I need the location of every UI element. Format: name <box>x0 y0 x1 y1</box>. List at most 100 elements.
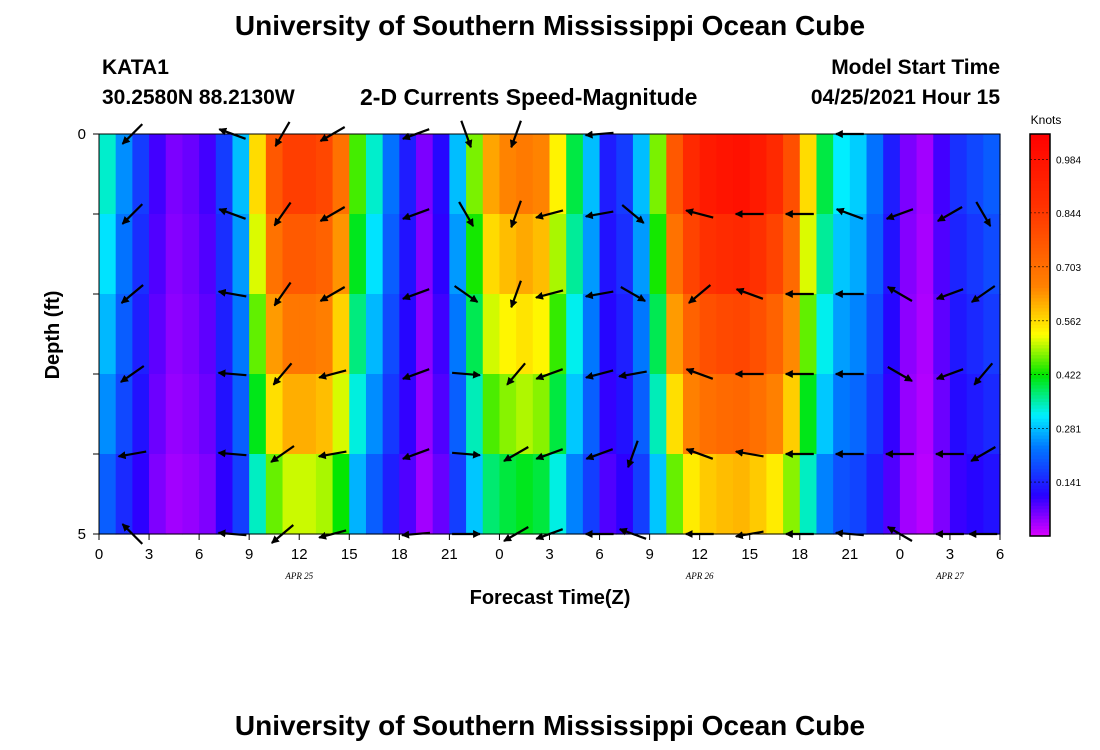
heatmap-cell <box>949 214 968 295</box>
colorbar-unit: Knots <box>1031 113 1062 127</box>
date-label: APR 26 <box>685 571 714 581</box>
heatmap-cell <box>282 214 300 295</box>
heatmap-cell <box>115 134 133 215</box>
current-vector-arrow <box>685 367 714 380</box>
colorbar-segment <box>1030 247 1050 252</box>
heatmap-cell <box>833 214 851 295</box>
x-tick-label: 12 <box>691 546 708 563</box>
y-tick-label: 5 <box>78 526 86 543</box>
colorbar-segment <box>1030 482 1050 487</box>
colorbar-segment <box>1030 271 1050 276</box>
date-label: APR 25 <box>284 571 313 581</box>
heatmap-cell <box>716 374 734 455</box>
heatmap-cell <box>699 134 717 215</box>
heatmap-cell <box>632 134 651 215</box>
current-vector-arrow <box>319 286 346 302</box>
heatmap-cell <box>566 374 584 455</box>
heatmap-cell <box>933 294 951 375</box>
colorbar-segment <box>1030 341 1050 346</box>
x-tick-label: 21 <box>841 546 858 563</box>
heatmap-cell <box>783 454 801 535</box>
colorbar-segment <box>1030 180 1050 185</box>
heatmap-cell <box>899 294 918 375</box>
station-id: KATA1 <box>102 56 169 79</box>
current-vector-arrow <box>503 446 529 462</box>
heatmap-cell <box>232 374 250 455</box>
colorbar-segment <box>1030 522 1050 527</box>
x-tick-label: 18 <box>791 546 808 563</box>
heatmap-cell <box>616 214 634 295</box>
heatmap-cell <box>866 374 884 455</box>
current-vector-arrow <box>458 201 475 227</box>
heatmap-cell <box>816 294 834 375</box>
colorbar-segment <box>1030 338 1050 343</box>
colorbar-segment <box>1030 187 1050 192</box>
heatmap-cell <box>399 294 417 375</box>
colorbar-segment <box>1030 177 1050 182</box>
axes: 0 3 6 9 12 15 18 21 0 3 6 9 12 15 18 21 0 3 6 APR 25 APR 26 A… <box>78 126 1005 581</box>
plot-title: 2-D Currents Speed-Magnitude <box>360 84 698 110</box>
current-vector-arrow <box>734 448 764 458</box>
heatmap-cell <box>783 374 801 455</box>
colorbar-segment <box>1030 428 1050 433</box>
current-vector-arrow <box>935 368 964 381</box>
heatmap-cell <box>99 134 117 215</box>
colorbar-segment <box>1030 475 1050 480</box>
heatmap-cell <box>532 374 551 455</box>
heatmap-cell <box>749 374 768 455</box>
heatmap-cell <box>616 374 634 455</box>
current-vector-arrow <box>401 288 430 301</box>
heatmap-cell <box>632 294 651 375</box>
heatmap-cell <box>215 454 234 535</box>
current-vector-arrow <box>120 284 144 304</box>
heatmap-cell <box>566 134 584 215</box>
colorbar-segment <box>1030 529 1050 534</box>
heatmap-cell <box>916 134 934 215</box>
heatmap-cell <box>399 374 417 455</box>
heatmap-cell <box>866 294 884 375</box>
heatmap-cell <box>516 214 534 295</box>
heatmap-cell <box>132 374 150 455</box>
x-tick-label: 9 <box>245 546 253 563</box>
heatmap-cell <box>232 454 250 535</box>
heatmap-cell <box>883 134 901 215</box>
colorbar-segment <box>1030 314 1050 319</box>
colorbar-segment <box>1030 355 1050 360</box>
current-vector-arrow <box>273 281 292 307</box>
x-tick-label: 3 <box>946 546 954 563</box>
colorbar-segment <box>1030 368 1050 373</box>
heatmap-cell <box>416 134 434 215</box>
heatmap-cell <box>716 454 734 535</box>
heatmap-cell <box>449 454 467 535</box>
colorbar-frame <box>1029 133 1051 537</box>
heatmap-cell <box>499 134 517 215</box>
heatmap-cell <box>516 294 534 375</box>
colorbar-segment <box>1030 268 1050 272</box>
x-tick-label: 6 <box>996 546 1004 563</box>
heatmap-cell <box>983 214 1001 295</box>
heatmap-cell <box>749 134 768 215</box>
heatmap-cell <box>933 374 951 455</box>
colorbar: 0.984 0.844 0.703 0.562 0.422 0.281 0.141 <box>1029 133 1081 537</box>
colorbar-segment <box>1030 237 1050 242</box>
station-coordinates: 30.2580N 88.2130W <box>102 86 295 109</box>
heatmap-cell <box>149 214 167 295</box>
colorbar-segment <box>1030 365 1050 370</box>
heatmap-cell <box>516 454 534 535</box>
colorbar-segment <box>1030 301 1050 306</box>
colorbar-segment <box>1030 254 1050 259</box>
heatmap-cell <box>949 374 968 455</box>
heatmap-cell <box>733 374 751 455</box>
heatmap-cell <box>349 294 367 375</box>
heatmap-cell <box>766 294 784 375</box>
heatmap-cell <box>466 214 484 295</box>
x-tick-label: 0 <box>896 546 904 563</box>
colorbar-segment <box>1030 160 1050 165</box>
x-tick-label: 3 <box>545 546 553 563</box>
heatmap-cell <box>399 454 417 535</box>
heatmap-cell <box>432 134 450 215</box>
heatmap-cell <box>182 374 200 455</box>
heatmap-cell <box>682 214 701 295</box>
colorbar-segment <box>1030 294 1050 299</box>
current-vector-arrow <box>935 288 964 301</box>
